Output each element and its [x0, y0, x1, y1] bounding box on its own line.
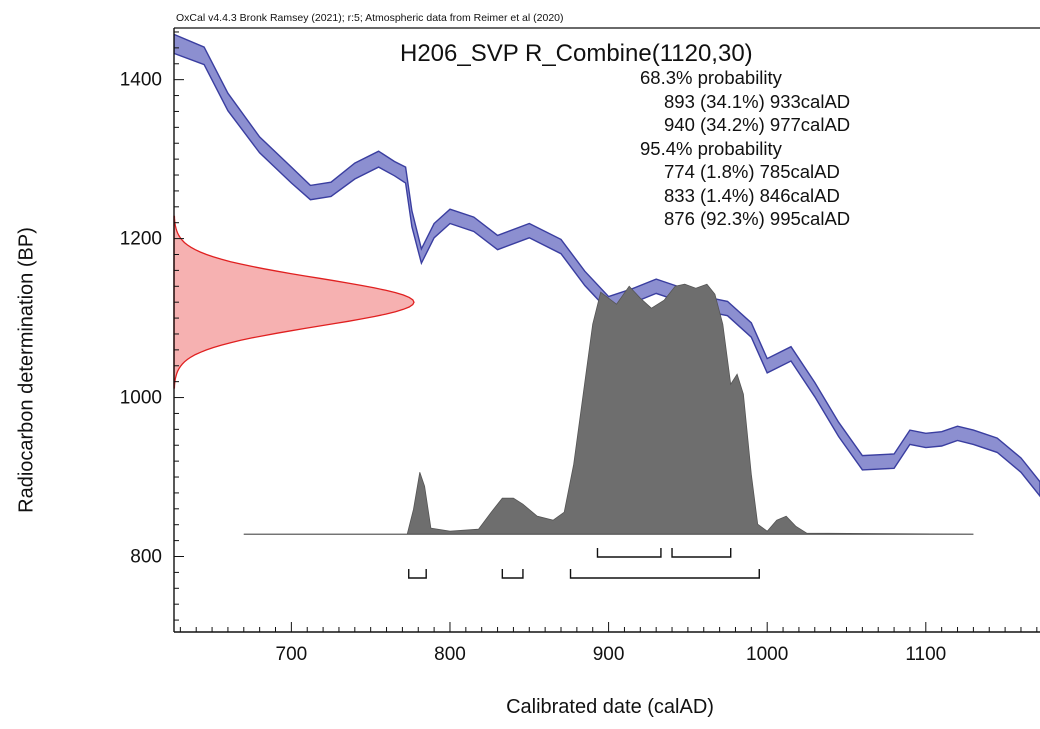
measurement-distribution	[173, 215, 415, 389]
range-95-bracket-3	[569, 569, 760, 579]
range-68-2-label: 940 (34.2%) 977calAD	[664, 114, 851, 135]
y-tick-label: 800	[130, 547, 162, 568]
x-tick-label: 1000	[746, 644, 788, 665]
range-68-header: 68.3% probability	[640, 67, 782, 88]
chart-credit: OxCal v4.4.3 Bronk Ramsey (2021); r:5; A…	[176, 12, 564, 24]
y-tick-label: 1400	[120, 70, 162, 91]
x-tick-label: 800	[434, 644, 466, 665]
range-95-2-label: 833 (1.4%) 846calAD	[664, 184, 840, 206]
range-95-3-label: 876 (92.3%) 995calAD	[664, 208, 851, 229]
x-tick-label: 900	[593, 644, 625, 665]
x-tick-label: 700	[276, 644, 308, 665]
posterior-distribution	[243, 283, 974, 535]
range-68-bracket-2	[671, 548, 732, 558]
calibration-curve-band	[174, 33, 1040, 498]
range-68-bracket-1	[596, 548, 662, 558]
x-tick-label: 1100	[905, 644, 946, 665]
y-tick-label: 1200	[120, 229, 162, 250]
probability-ranges: 68.3% probability 893 (34.1%) 933calAD 9…	[640, 66, 850, 231]
range-95-1-label: 774 (1.8%) 785calAD	[664, 161, 840, 182]
x-axis-label: Calibrated date (calAD)	[506, 696, 714, 718]
y-tick-label: 1000	[120, 388, 162, 409]
y-axis-label: Radiocarbon determination (BP)	[15, 227, 38, 513]
range-95-bracket-2	[501, 569, 524, 579]
range-68-1-label: 893 (34.1%) 933calAD	[664, 90, 851, 112]
range-95-header: 95.4% probability	[640, 137, 782, 159]
chart-title: H206_SVP R_Combine(1120,30)	[400, 40, 753, 67]
range-95-bracket-1	[408, 569, 427, 579]
